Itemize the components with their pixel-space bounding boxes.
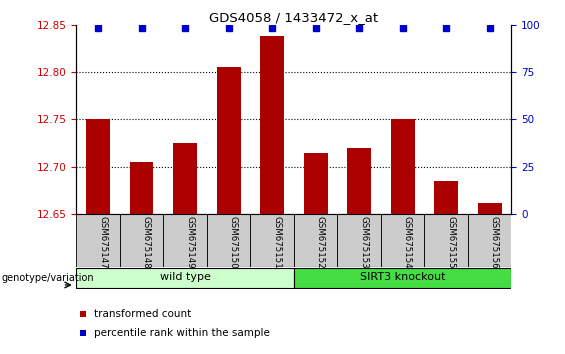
Text: genotype/variation: genotype/variation xyxy=(2,273,94,283)
Bar xyxy=(381,214,424,267)
Text: GSM675154: GSM675154 xyxy=(402,216,411,269)
Text: transformed count: transformed count xyxy=(94,309,191,319)
Bar xyxy=(303,153,328,214)
Bar xyxy=(76,214,120,267)
Bar xyxy=(294,268,511,288)
Bar xyxy=(337,214,381,267)
Bar xyxy=(86,120,110,214)
Text: GSM675149: GSM675149 xyxy=(185,216,194,268)
Text: SIRT3 knockout: SIRT3 knockout xyxy=(360,273,445,282)
Bar xyxy=(207,214,250,267)
Text: wild type: wild type xyxy=(159,273,211,282)
Bar xyxy=(424,214,468,267)
Bar xyxy=(294,214,337,267)
Text: GSM675155: GSM675155 xyxy=(446,216,455,269)
Text: percentile rank within the sample: percentile rank within the sample xyxy=(94,328,270,338)
Text: GSM675147: GSM675147 xyxy=(98,216,107,269)
Bar xyxy=(434,181,458,214)
Bar xyxy=(129,162,154,214)
Text: GSM675152: GSM675152 xyxy=(315,216,324,269)
Bar xyxy=(76,268,294,288)
Text: GSM675150: GSM675150 xyxy=(228,216,237,269)
Bar xyxy=(173,143,197,214)
Text: GSM675148: GSM675148 xyxy=(141,216,150,269)
Bar xyxy=(250,214,294,267)
Bar xyxy=(216,67,241,214)
Text: GSM675156: GSM675156 xyxy=(489,216,498,269)
Bar xyxy=(163,214,207,267)
Bar xyxy=(468,214,511,267)
Bar xyxy=(260,36,284,214)
Bar xyxy=(477,203,502,214)
Bar xyxy=(347,148,371,214)
Text: GSM675153: GSM675153 xyxy=(359,216,368,269)
Bar xyxy=(390,120,415,214)
Text: GSM675151: GSM675151 xyxy=(272,216,281,269)
Bar xyxy=(120,214,163,267)
Title: GDS4058 / 1433472_x_at: GDS4058 / 1433472_x_at xyxy=(209,11,379,24)
